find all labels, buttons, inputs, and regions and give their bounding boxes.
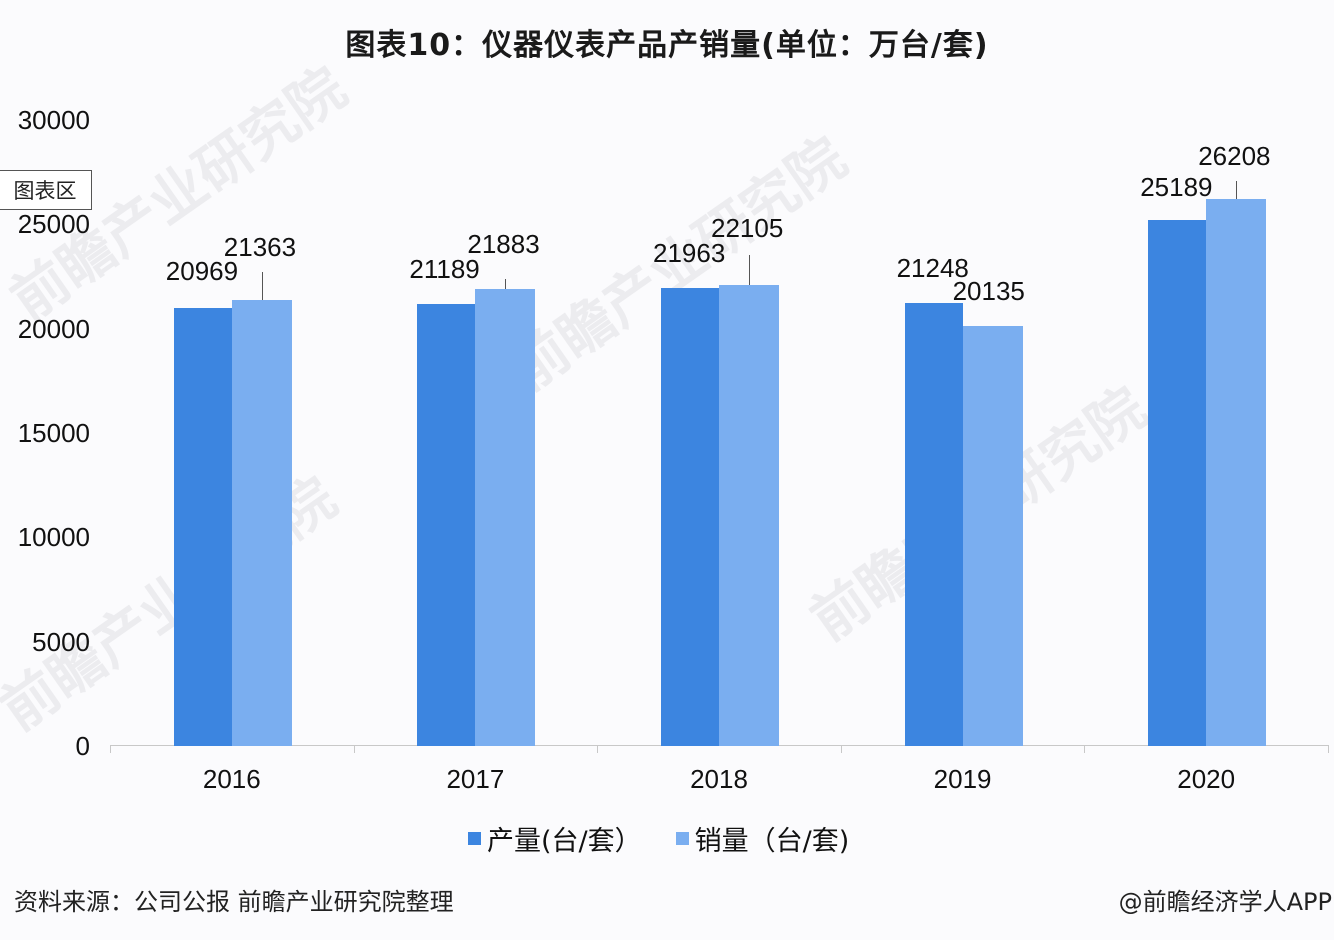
data-label-production-2016: 20969 (165, 256, 239, 287)
x-tick-label: 2020 (1177, 764, 1236, 794)
x-tick-mark (1328, 745, 1329, 753)
chart-area-tooltip: 图表区 (0, 170, 92, 210)
production-swatch-icon (468, 831, 481, 845)
x-tick-mark (597, 745, 599, 753)
data-label-sales-2020: 26208 (1198, 141, 1271, 172)
y-tick-label: 0 (75, 731, 90, 761)
y-tick-label: 30000 (17, 105, 90, 135)
x-tick-label: 2017 (446, 764, 505, 794)
data-label-sales-2016: 21363 (223, 232, 297, 263)
legend: 产量(台/套） 销量（台/套) (468, 818, 883, 858)
y-tick-label: 15000 (17, 418, 90, 448)
data-label-sales-2019: 20135 (952, 275, 1025, 306)
bar-sales-2018[interactable] (719, 284, 779, 746)
bar-production-2017[interactable] (417, 303, 476, 746)
data-label-production-2019: 21248 (896, 252, 969, 283)
bar-production-2019[interactable] (904, 302, 963, 746)
legend-label: 产量(台/套） (487, 825, 642, 857)
data-label-leader-line (749, 254, 750, 285)
chart-title: 图表10：仪器仪表产品产销量(单位：万台/套) (345, 28, 989, 63)
data-label-sales-2018: 22105 (711, 212, 784, 243)
data-label-production-2020: 25189 (1140, 172, 1213, 203)
bar-sales-2020[interactable] (1206, 199, 1267, 746)
y-tick-label: 20000 (17, 313, 90, 344)
bar-production-2020[interactable] (1148, 220, 1207, 746)
source-note: 资料来源：公司公报 前瞻产业研究院整理 (14, 888, 454, 916)
bar-sales-2016[interactable] (231, 300, 292, 746)
data-label-sales-2017: 21883 (467, 229, 540, 260)
data-label-leader-line (1236, 181, 1238, 200)
legend-item-sales[interactable]: 销量（台/套) (675, 819, 850, 858)
sales-swatch-icon (675, 831, 689, 845)
data-label-production-2017: 21189 (409, 253, 480, 284)
x-tick-mark (110, 745, 111, 753)
legend-item-production[interactable]: 产量(台/套） (468, 819, 642, 858)
x-tick-mark (353, 745, 355, 753)
credit-note: @前瞻经济学人APP (1118, 888, 1332, 916)
data-label-leader-line (505, 279, 507, 290)
data-label-production-2018: 21963 (653, 237, 726, 268)
bar-production-2016[interactable] (173, 308, 232, 746)
bar-sales-2017[interactable] (475, 289, 536, 746)
x-tick-mark (1084, 745, 1086, 753)
bar-production-2018[interactable] (661, 287, 719, 746)
x-tick-label: 2019 (933, 764, 992, 794)
x-tick-mark (840, 745, 842, 753)
y-tick-label: 10000 (17, 522, 90, 553)
y-tick-label: 25000 (17, 209, 90, 240)
data-label-leader-line (261, 272, 263, 301)
legend-label: 销量（台/套) (694, 825, 850, 857)
y-tick-label: 5000 (32, 626, 90, 657)
x-tick-label: 2018 (690, 764, 748, 794)
bar-sales-2019[interactable] (962, 325, 1023, 746)
x-tick-label: 2016 (202, 764, 261, 794)
